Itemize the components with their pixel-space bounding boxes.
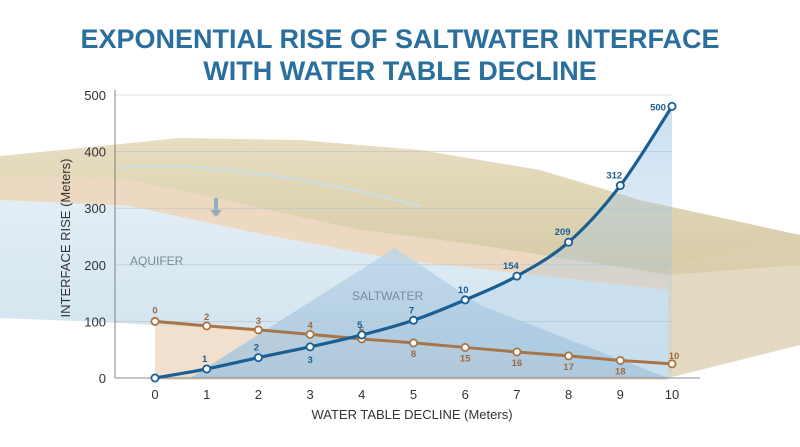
series-1-point <box>512 347 522 357</box>
x-tick-label: 3 <box>306 387 313 402</box>
y-tick-label: 300 <box>84 201 106 216</box>
y-axis-label: INTERFACE RISE (Meters) <box>58 159 73 318</box>
series-0-data-label: 500 <box>650 102 666 113</box>
series-0-point <box>667 101 677 111</box>
flow-arrow-icon <box>210 198 222 217</box>
y-tick-label: 400 <box>84 145 106 160</box>
series-0-data-label: 10 <box>458 285 469 296</box>
x-tick-label: 2 <box>255 387 262 402</box>
series-1-data-label: 17 <box>563 362 574 373</box>
y-tick-label: 200 <box>84 258 106 273</box>
series-0-data-label: 3 <box>307 355 312 366</box>
series-1-data-label: 0 <box>152 305 157 316</box>
series-0-point <box>512 271 522 281</box>
series-1-point <box>408 338 418 348</box>
series-0-point <box>408 315 418 325</box>
series-1-data-label: 10 <box>669 351 680 362</box>
series-1-data-label: 3 <box>256 316 261 327</box>
chart-title-line-2: WITH WATER TABLE DECLINE <box>203 56 596 86</box>
series-1-point <box>564 351 574 361</box>
series-1-data-label: 15 <box>460 353 471 364</box>
series-0-point <box>253 353 263 363</box>
river-channel <box>119 165 421 207</box>
saltwater-label: SALTWATER <box>352 289 423 303</box>
chart-title-line-1: EXPONENTIAL RISE OF SALTWATER INTERFACE <box>80 24 719 54</box>
series-0-point <box>202 364 212 374</box>
x-tick-label: 6 <box>462 387 469 402</box>
interface-area <box>155 106 672 378</box>
series-0-point <box>615 181 625 191</box>
series-1-point <box>150 316 160 326</box>
series-1-point <box>202 321 212 331</box>
series-1-point <box>305 329 315 339</box>
x-tick-label: 5 <box>410 387 417 402</box>
series-0-data-label: 5 <box>357 320 363 331</box>
series-1-point <box>460 342 470 352</box>
series-0-data-label: 209 <box>555 227 571 238</box>
y-tick-label: 500 <box>84 88 106 103</box>
series-1-data-label: 18 <box>615 366 626 377</box>
series-0-data-label: 2 <box>254 343 259 354</box>
x-tick-label: 9 <box>617 387 624 402</box>
series-0-point <box>564 237 574 247</box>
series-1-data-label: 8 <box>411 349 416 360</box>
y-tick-label: 100 <box>84 314 106 329</box>
series-1-point <box>615 355 625 365</box>
block-side <box>668 235 800 378</box>
x-tick-label: 8 <box>565 387 572 402</box>
series-0-data-label: 154 <box>503 261 520 272</box>
x-tick-label: 4 <box>358 387 365 402</box>
y-tick-label: 0 <box>99 371 106 386</box>
x-tick-label: 7 <box>513 387 520 402</box>
series-0-point <box>150 373 160 383</box>
series-0-data-label: 7 <box>409 305 414 316</box>
series-0-point <box>460 295 470 305</box>
aquifer-label: AQUIFER <box>130 254 184 268</box>
series-0-point <box>305 342 315 352</box>
series-0-data-label: 312 <box>606 171 622 182</box>
x-tick-label: 0 <box>151 387 158 402</box>
series-1-point <box>253 325 263 335</box>
series-1-data-label: 2 <box>204 312 209 323</box>
series-1-data-label: 16 <box>512 358 523 369</box>
series-1-data-label: 6 <box>359 325 364 336</box>
series-0-point <box>357 330 367 340</box>
series-0-data-label: 1 <box>202 354 208 365</box>
series-1-data-label: 4 <box>307 320 313 331</box>
soil-band <box>0 176 668 290</box>
series-1-point <box>667 359 677 369</box>
x-tick-label: 1 <box>203 387 210 402</box>
series-layer: 0 2 3 4 6 8 15 16 17 18 10 1 2 3 5 7 10 154 209 312 500 <box>150 101 680 383</box>
x-axis-label: WATER TABLE DECLINE (Meters) <box>311 407 512 422</box>
x-tick-label: 10 <box>665 387 679 402</box>
